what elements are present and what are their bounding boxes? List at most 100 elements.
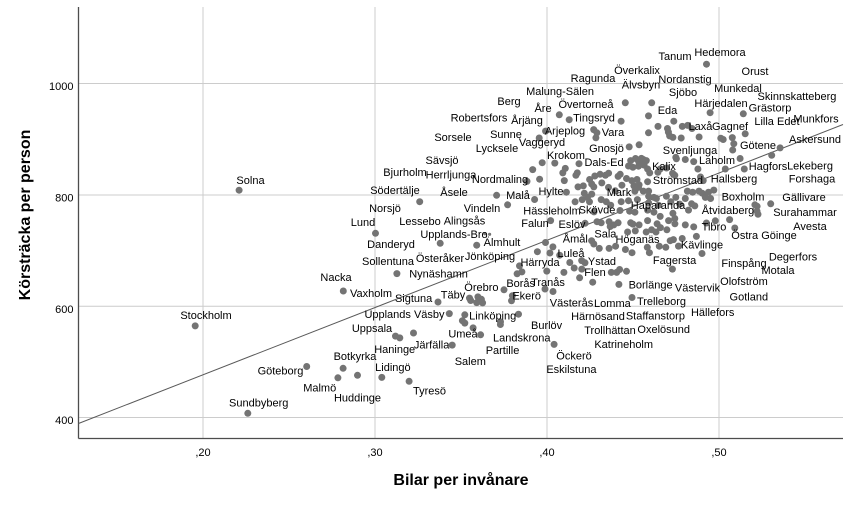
svg-text:Upplands Väsby: Upplands Väsby — [364, 309, 445, 321]
svg-text:Kalix: Kalix — [652, 161, 676, 173]
svg-text:Tanum: Tanum — [658, 51, 691, 63]
svg-text:Flen: Flen — [584, 267, 605, 279]
svg-text:Härnösand: Härnösand — [571, 311, 625, 323]
svg-text:Salem: Salem — [455, 356, 486, 368]
svg-text:Hallsberg: Hallsberg — [711, 173, 757, 185]
svg-text:Uppsala: Uppsala — [352, 323, 393, 335]
svg-text:Arjeplog: Arjeplog — [545, 125, 585, 137]
svg-text:,30: ,30 — [367, 447, 382, 459]
svg-text:Lomma: Lomma — [594, 298, 632, 310]
svg-text:Åmål: Åmål — [563, 232, 588, 245]
svg-text:Örebro: Örebro — [464, 282, 498, 294]
svg-text:Lidingö: Lidingö — [375, 362, 410, 374]
svg-text:Täby: Täby — [441, 289, 466, 301]
svg-text:Skinnskatteberg: Skinnskatteberg — [758, 91, 837, 103]
svg-text:Tibro: Tibro — [702, 222, 727, 234]
svg-text:Alingsås: Alingsås — [444, 215, 486, 227]
svg-text:Haparanda: Haparanda — [631, 200, 686, 212]
svg-text:Degerfors: Degerfors — [769, 251, 818, 263]
svg-text:Falun: Falun — [521, 218, 549, 230]
svg-text:Bjurholm: Bjurholm — [383, 167, 426, 179]
svg-text:Staffanstorp: Staffanstorp — [626, 310, 685, 322]
svg-text:Krokom: Krokom — [547, 150, 585, 162]
svg-text:Huddinge: Huddinge — [334, 392, 381, 404]
svg-text:Sigtuna: Sigtuna — [395, 293, 433, 305]
svg-text:Överkalix: Överkalix — [614, 65, 660, 77]
svg-text:Robertsfors: Robertsfors — [451, 112, 508, 124]
svg-text:Södertälje: Södertälje — [370, 185, 420, 197]
svg-text:Haninge: Haninge — [374, 344, 415, 356]
svg-text:Öckerö: Öckerö — [556, 350, 591, 362]
svg-text:Herrljunga: Herrljunga — [426, 169, 478, 181]
svg-text:Avesta: Avesta — [793, 221, 827, 233]
svg-text:Hylte: Hylte — [538, 186, 563, 198]
svg-text:Malå: Malå — [506, 190, 531, 202]
svg-text:Munkfors: Munkfors — [793, 113, 839, 125]
svg-text:Eda: Eda — [658, 105, 678, 117]
svg-text:Nordanstig: Nordanstig — [658, 74, 711, 86]
svg-text:Tranås: Tranås — [531, 277, 565, 289]
svg-text:Ekerö: Ekerö — [512, 291, 541, 303]
svg-text:400: 400 — [55, 415, 73, 427]
svg-text:Eslöv: Eslöv — [559, 219, 586, 231]
svg-text:Vaxholm: Vaxholm — [350, 288, 392, 300]
svg-text:Lekeberg: Lekeberg — [787, 160, 833, 172]
svg-text:Lilla Edet: Lilla Edet — [754, 116, 799, 128]
svg-text:Umeå: Umeå — [448, 328, 478, 340]
svg-text:Borås: Borås — [506, 278, 535, 290]
svg-text:,50: ,50 — [711, 447, 726, 459]
svg-text:Upplands-Bro: Upplands-Bro — [420, 229, 487, 241]
svg-text:Dals-Ed: Dals-Ed — [584, 157, 623, 169]
svg-text:Älmhult: Älmhult — [484, 237, 521, 249]
svg-text:Vindeln: Vindeln — [464, 203, 501, 215]
svg-text:Ystad: Ystad — [588, 256, 616, 268]
svg-text:Sorsele: Sorsele — [434, 132, 471, 144]
svg-text:Lessebo: Lessebo — [399, 216, 441, 228]
svg-text:Härjedalen: Härjedalen — [694, 98, 747, 110]
svg-text:Sävsjö: Sävsjö — [425, 155, 458, 167]
svg-text:Malung-Sälen: Malung-Sälen — [526, 86, 594, 98]
svg-text:Hässleholm: Hässleholm — [523, 206, 580, 218]
svg-text:1000: 1000 — [49, 81, 73, 93]
svg-text:Hällefors: Hällefors — [691, 307, 735, 319]
svg-text:Stockholm: Stockholm — [180, 310, 231, 322]
svg-text:Tingsryd: Tingsryd — [573, 112, 615, 124]
svg-text:Sundbyberg: Sundbyberg — [229, 397, 288, 409]
svg-text:Oxelösund: Oxelösund — [637, 324, 690, 336]
svg-text:Olofström: Olofström — [720, 276, 768, 288]
svg-text:Finspång: Finspång — [721, 258, 766, 270]
svg-text:Motala: Motala — [761, 265, 795, 277]
svg-text:Mark: Mark — [607, 187, 632, 199]
svg-text:Grästorp: Grästorp — [749, 102, 792, 114]
svg-text:Lund: Lund — [351, 217, 375, 229]
svg-text:Västervik: Västervik — [675, 283, 721, 295]
svg-text:Solna: Solna — [236, 175, 265, 187]
svg-text:600: 600 — [55, 304, 73, 316]
svg-text:Surahammar: Surahammar — [773, 207, 837, 219]
svg-text:Västerås: Västerås — [550, 297, 594, 309]
svg-text:Ragunda: Ragunda — [571, 73, 617, 85]
svg-text:Nordmaling: Nordmaling — [472, 174, 528, 186]
svg-text:Partille: Partille — [486, 345, 520, 357]
svg-text:Gagnef: Gagnef — [712, 121, 749, 133]
svg-text:Härryda: Härryda — [520, 257, 560, 269]
svg-text:Botkyrka: Botkyrka — [334, 351, 378, 363]
svg-text:,40: ,40 — [539, 447, 554, 459]
svg-text:Laholm: Laholm — [699, 155, 735, 167]
svg-text:Skövde: Skövde — [579, 204, 616, 216]
svg-text:Nacka: Nacka — [320, 272, 352, 284]
svg-text:Trollhättan: Trollhättan — [584, 325, 636, 337]
svg-text:Eskilstuna: Eskilstuna — [546, 364, 597, 376]
svg-text:Nynäshamn: Nynäshamn — [409, 269, 468, 281]
svg-text:Hagfors: Hagfors — [749, 161, 788, 173]
svg-text:Svenljunga: Svenljunga — [663, 145, 718, 157]
svg-text:Österåker: Österåker — [416, 253, 465, 265]
svg-text:Bilar per invånare: Bilar per invånare — [393, 471, 528, 489]
svg-text:Laxå: Laxå — [689, 121, 714, 133]
svg-text:Linköping: Linköping — [469, 310, 516, 322]
svg-text:Östra Göinge: Östra Göinge — [731, 230, 796, 242]
svg-text:Orust: Orust — [742, 66, 769, 78]
svg-text:Fagersta: Fagersta — [653, 255, 697, 267]
svg-text:Tyresö: Tyresö — [413, 386, 446, 398]
svg-text:Lycksele: Lycksele — [476, 143, 518, 155]
